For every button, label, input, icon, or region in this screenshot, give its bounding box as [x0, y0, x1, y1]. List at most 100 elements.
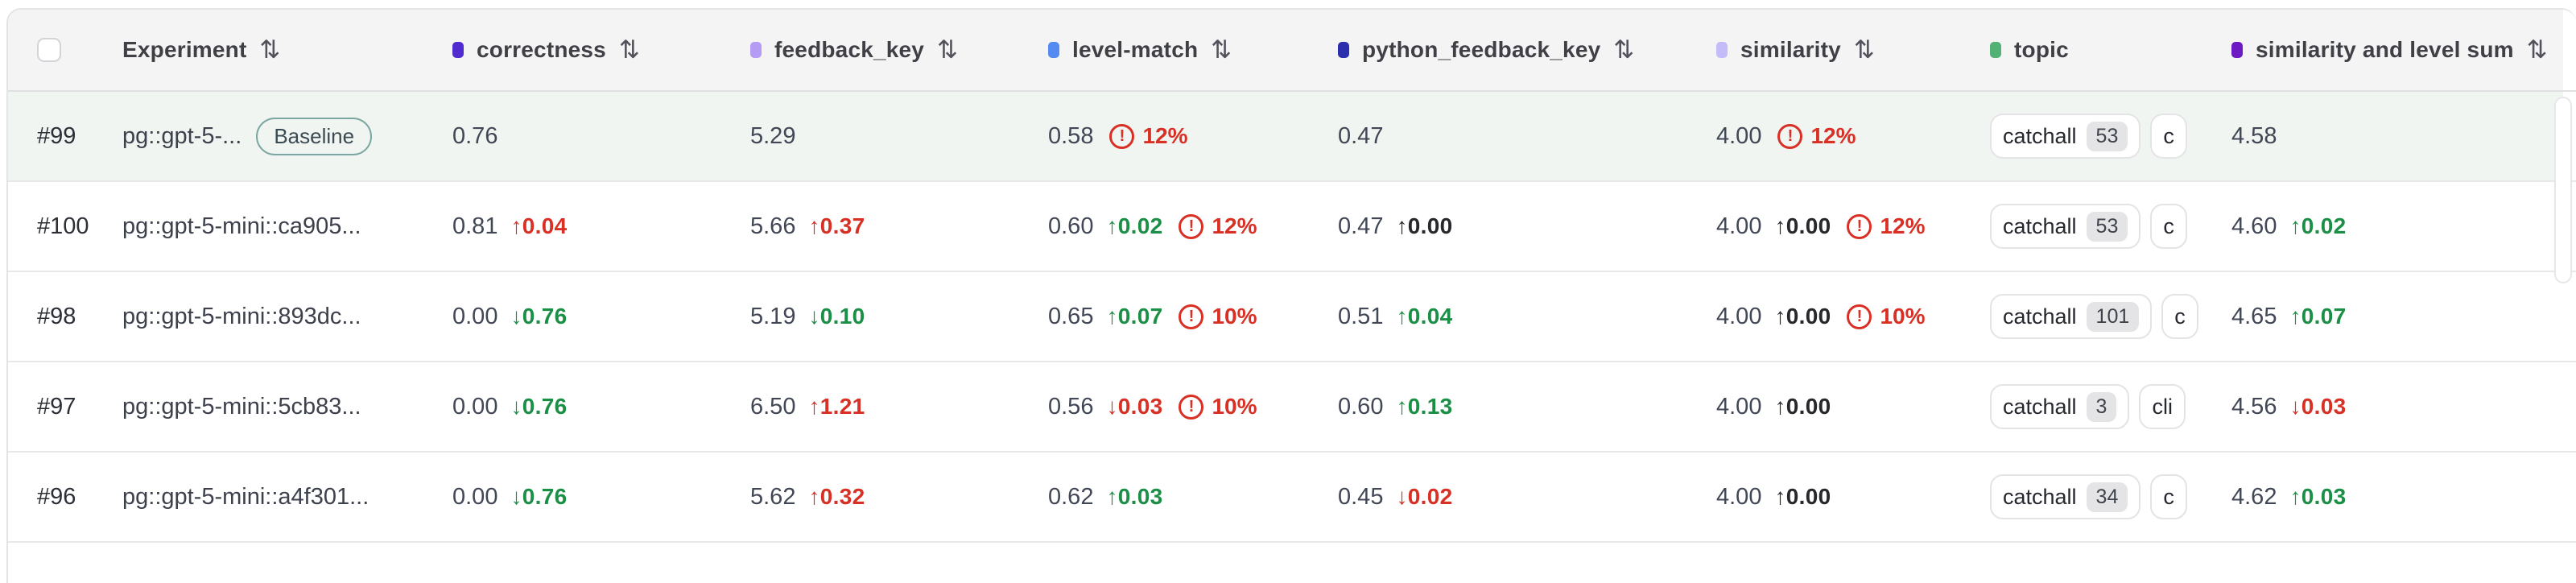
sort-icon[interactable]: ⇅: [937, 35, 959, 64]
warning-circle-icon: !: [1179, 213, 1204, 239]
metric-delta-down: ↓0.76: [510, 394, 568, 419]
metric-cell-level_match: 0.58! 12%: [1019, 123, 1309, 150]
experiment-row[interactable]: #96 pg::gpt-5-mini::a4f301... 0.00 ↓0.76 5.6…: [8, 453, 2576, 543]
topic-pill: cli: [2139, 384, 2186, 429]
metric-cell-feedback_key: 5.19 ↓0.10: [721, 304, 1019, 330]
column-header-topic[interactable]: topic: [1961, 37, 2202, 63]
experiment-row[interactable]: #99 pg::gpt-5-... Baseline 0.76 5.29 0.58! 12%…: [8, 92, 2576, 182]
topic-pill: c: [2150, 204, 2187, 249]
metric-value: 4.00: [1716, 122, 1762, 149]
sort-icon[interactable]: ⇅: [618, 35, 641, 64]
metric-color-dot: [1990, 42, 2001, 58]
column-header-level_match[interactable]: level-match ⇅: [1019, 35, 1309, 64]
metric-cell-correctness: 0.76: [423, 123, 721, 150]
vertical-scrollbar-thumb[interactable]: [2554, 97, 2572, 283]
metric-value: 4.00: [1716, 483, 1762, 510]
metric-value: 0.81: [452, 213, 498, 239]
experiment-number: #97: [37, 393, 76, 420]
warning-percent: 12%: [1880, 213, 1926, 238]
metric-value: 6.50: [750, 393, 796, 420]
metric-value: 0.62: [1048, 483, 1094, 510]
sort-icon[interactable]: ⇅: [1211, 35, 1232, 64]
topic-pill-count: 34: [2086, 482, 2128, 512]
warning-percent: 12%: [1142, 123, 1188, 148]
warning-percent: 10%: [1212, 304, 1257, 329]
warning-percent: 10%: [1880, 304, 1926, 329]
experiment-number: #96: [37, 483, 76, 510]
metric-cell-similarity: 4.00 ↑0.00: [1687, 394, 1961, 420]
experiment-name: pg::gpt-5-mini::a4f301...: [122, 483, 369, 510]
experiment-row-partial[interactable]: [8, 543, 2576, 573]
experiment-row[interactable]: #97 pg::gpt-5-mini::5cb83... 0.00 ↓0.76 6.50…: [8, 362, 2576, 453]
column-header-similarity_and_level_sum[interactable]: similarity and level sum ⇅: [2202, 35, 2576, 64]
metric-value: 5.62: [750, 483, 796, 510]
metric-delta-down: ↓0.03: [2289, 394, 2347, 419]
warning-percent: 12%: [1810, 123, 1856, 148]
column-header-label: similarity and level sum: [2256, 37, 2514, 62]
metric-value: 5.66: [750, 213, 796, 239]
topic-pill-label: c: [2163, 213, 2174, 238]
warning-circle-icon: !: [1847, 304, 1872, 329]
metric-delta-up: ↑0.13: [1396, 394, 1453, 419]
baseline-badge: Baseline: [256, 117, 373, 155]
metric-cell-correctness: 0.00 ↓0.76: [423, 484, 721, 511]
metric-delta-up: ↑1.21: [808, 394, 865, 419]
metric-cell-similarity_and_level_sum: 4.65 ↑0.07: [2202, 304, 2576, 330]
topic-cell: catchall 34 c: [1961, 474, 2202, 519]
column-header-label: Experiment: [122, 37, 247, 62]
metric-cell-python_feedback_key: 0.60 ↑0.13: [1309, 394, 1687, 420]
column-header-python_feedback_key[interactable]: python_feedback_key ⇅: [1309, 35, 1687, 64]
sort-icon[interactable]: ⇅: [2526, 35, 2548, 64]
column-header-experiment[interactable]: Experiment ⇅: [93, 35, 423, 64]
experiment-row[interactable]: #98 pg::gpt-5-mini::893dc... 0.00 ↓0.76 5.19…: [8, 272, 2576, 362]
column-header-similarity[interactable]: similarity ⇅: [1687, 35, 1961, 64]
sort-icon[interactable]: ⇅: [1613, 35, 1635, 64]
metric-cell-similarity: 4.00 ↑0.00: [1687, 484, 1961, 511]
sort-icon[interactable]: ⇅: [259, 35, 281, 64]
metric-value: 0.00: [452, 303, 498, 329]
metric-delta-up: ↑0.00: [1774, 394, 1831, 419]
topic-pill: catchall 34: [1990, 474, 2141, 519]
metric-delta-up: ↑0.32: [808, 484, 865, 509]
select-all-cell: [8, 38, 93, 62]
table-header-row: Experiment ⇅ correctness ⇅ feedback_key ⇅ leve…: [8, 10, 2576, 92]
metric-value: 5.29: [750, 122, 796, 149]
metric-delta-down: ↓0.02: [1396, 484, 1453, 509]
column-header-label: similarity: [1740, 37, 1841, 62]
select-all-checkbox[interactable]: [37, 38, 61, 62]
regression-warning: ! 12%: [1777, 123, 1856, 149]
metric-value: 4.00: [1716, 303, 1762, 329]
metric-value: 4.65: [2231, 303, 2277, 329]
experiment-number: #100: [37, 213, 89, 239]
metric-delta-up: ↑0.04: [510, 213, 568, 238]
experiments-table: Experiment ⇅ correctness ⇅ feedback_key ⇅ leve…: [6, 8, 2576, 583]
metric-cell-feedback_key: 5.66 ↑0.37: [721, 213, 1019, 240]
metric-value: 0.51: [1338, 303, 1384, 329]
topic-pill-label: c: [2174, 304, 2186, 329]
topic-pill: c: [2150, 474, 2187, 519]
experiment-name: pg::gpt-5-...: [122, 122, 242, 149]
topic-pill-count: 53: [2086, 211, 2128, 242]
metric-cell-python_feedback_key: 0.51 ↑0.04: [1309, 304, 1687, 330]
sort-icon[interactable]: ⇅: [1853, 35, 1876, 64]
metric-delta-up: ↑0.00: [1774, 304, 1831, 329]
metric-delta-up: ↑0.03: [2289, 484, 2347, 509]
metric-delta-up: ↑0.07: [1106, 304, 1163, 329]
metric-value: 0.47: [1338, 213, 1384, 239]
experiment-name-cell: pg::gpt-5-mini::5cb83...: [93, 394, 423, 420]
experiment-name-cell: pg::gpt-5-mini::ca905...: [93, 213, 423, 240]
metric-value: 0.00: [452, 483, 498, 510]
metric-cell-level_match: 0.65 ↑0.07! 10%: [1019, 304, 1309, 330]
metric-value: 0.56: [1048, 393, 1094, 420]
experiment-name-cell: pg::gpt-5-... Baseline: [93, 117, 423, 155]
metric-cell-python_feedback_key: 0.47 ↑0.00: [1309, 213, 1687, 240]
experiment-row[interactable]: #100 pg::gpt-5-mini::ca905... 0.81 ↑0.04 5.6…: [8, 182, 2576, 272]
metric-cell-correctness: 0.00 ↓0.76: [423, 394, 721, 420]
metric-color-dot: [1338, 42, 1349, 58]
topic-pill-count: 101: [2086, 301, 2140, 332]
metric-value: 0.60: [1338, 393, 1384, 420]
column-header-correctness[interactable]: correctness ⇅: [423, 35, 721, 64]
metric-cell-level_match: 0.62 ↑0.03: [1019, 484, 1309, 511]
metric-cell-similarity_and_level_sum: 4.58: [2202, 123, 2576, 150]
column-header-feedback_key[interactable]: feedback_key ⇅: [721, 35, 1019, 64]
